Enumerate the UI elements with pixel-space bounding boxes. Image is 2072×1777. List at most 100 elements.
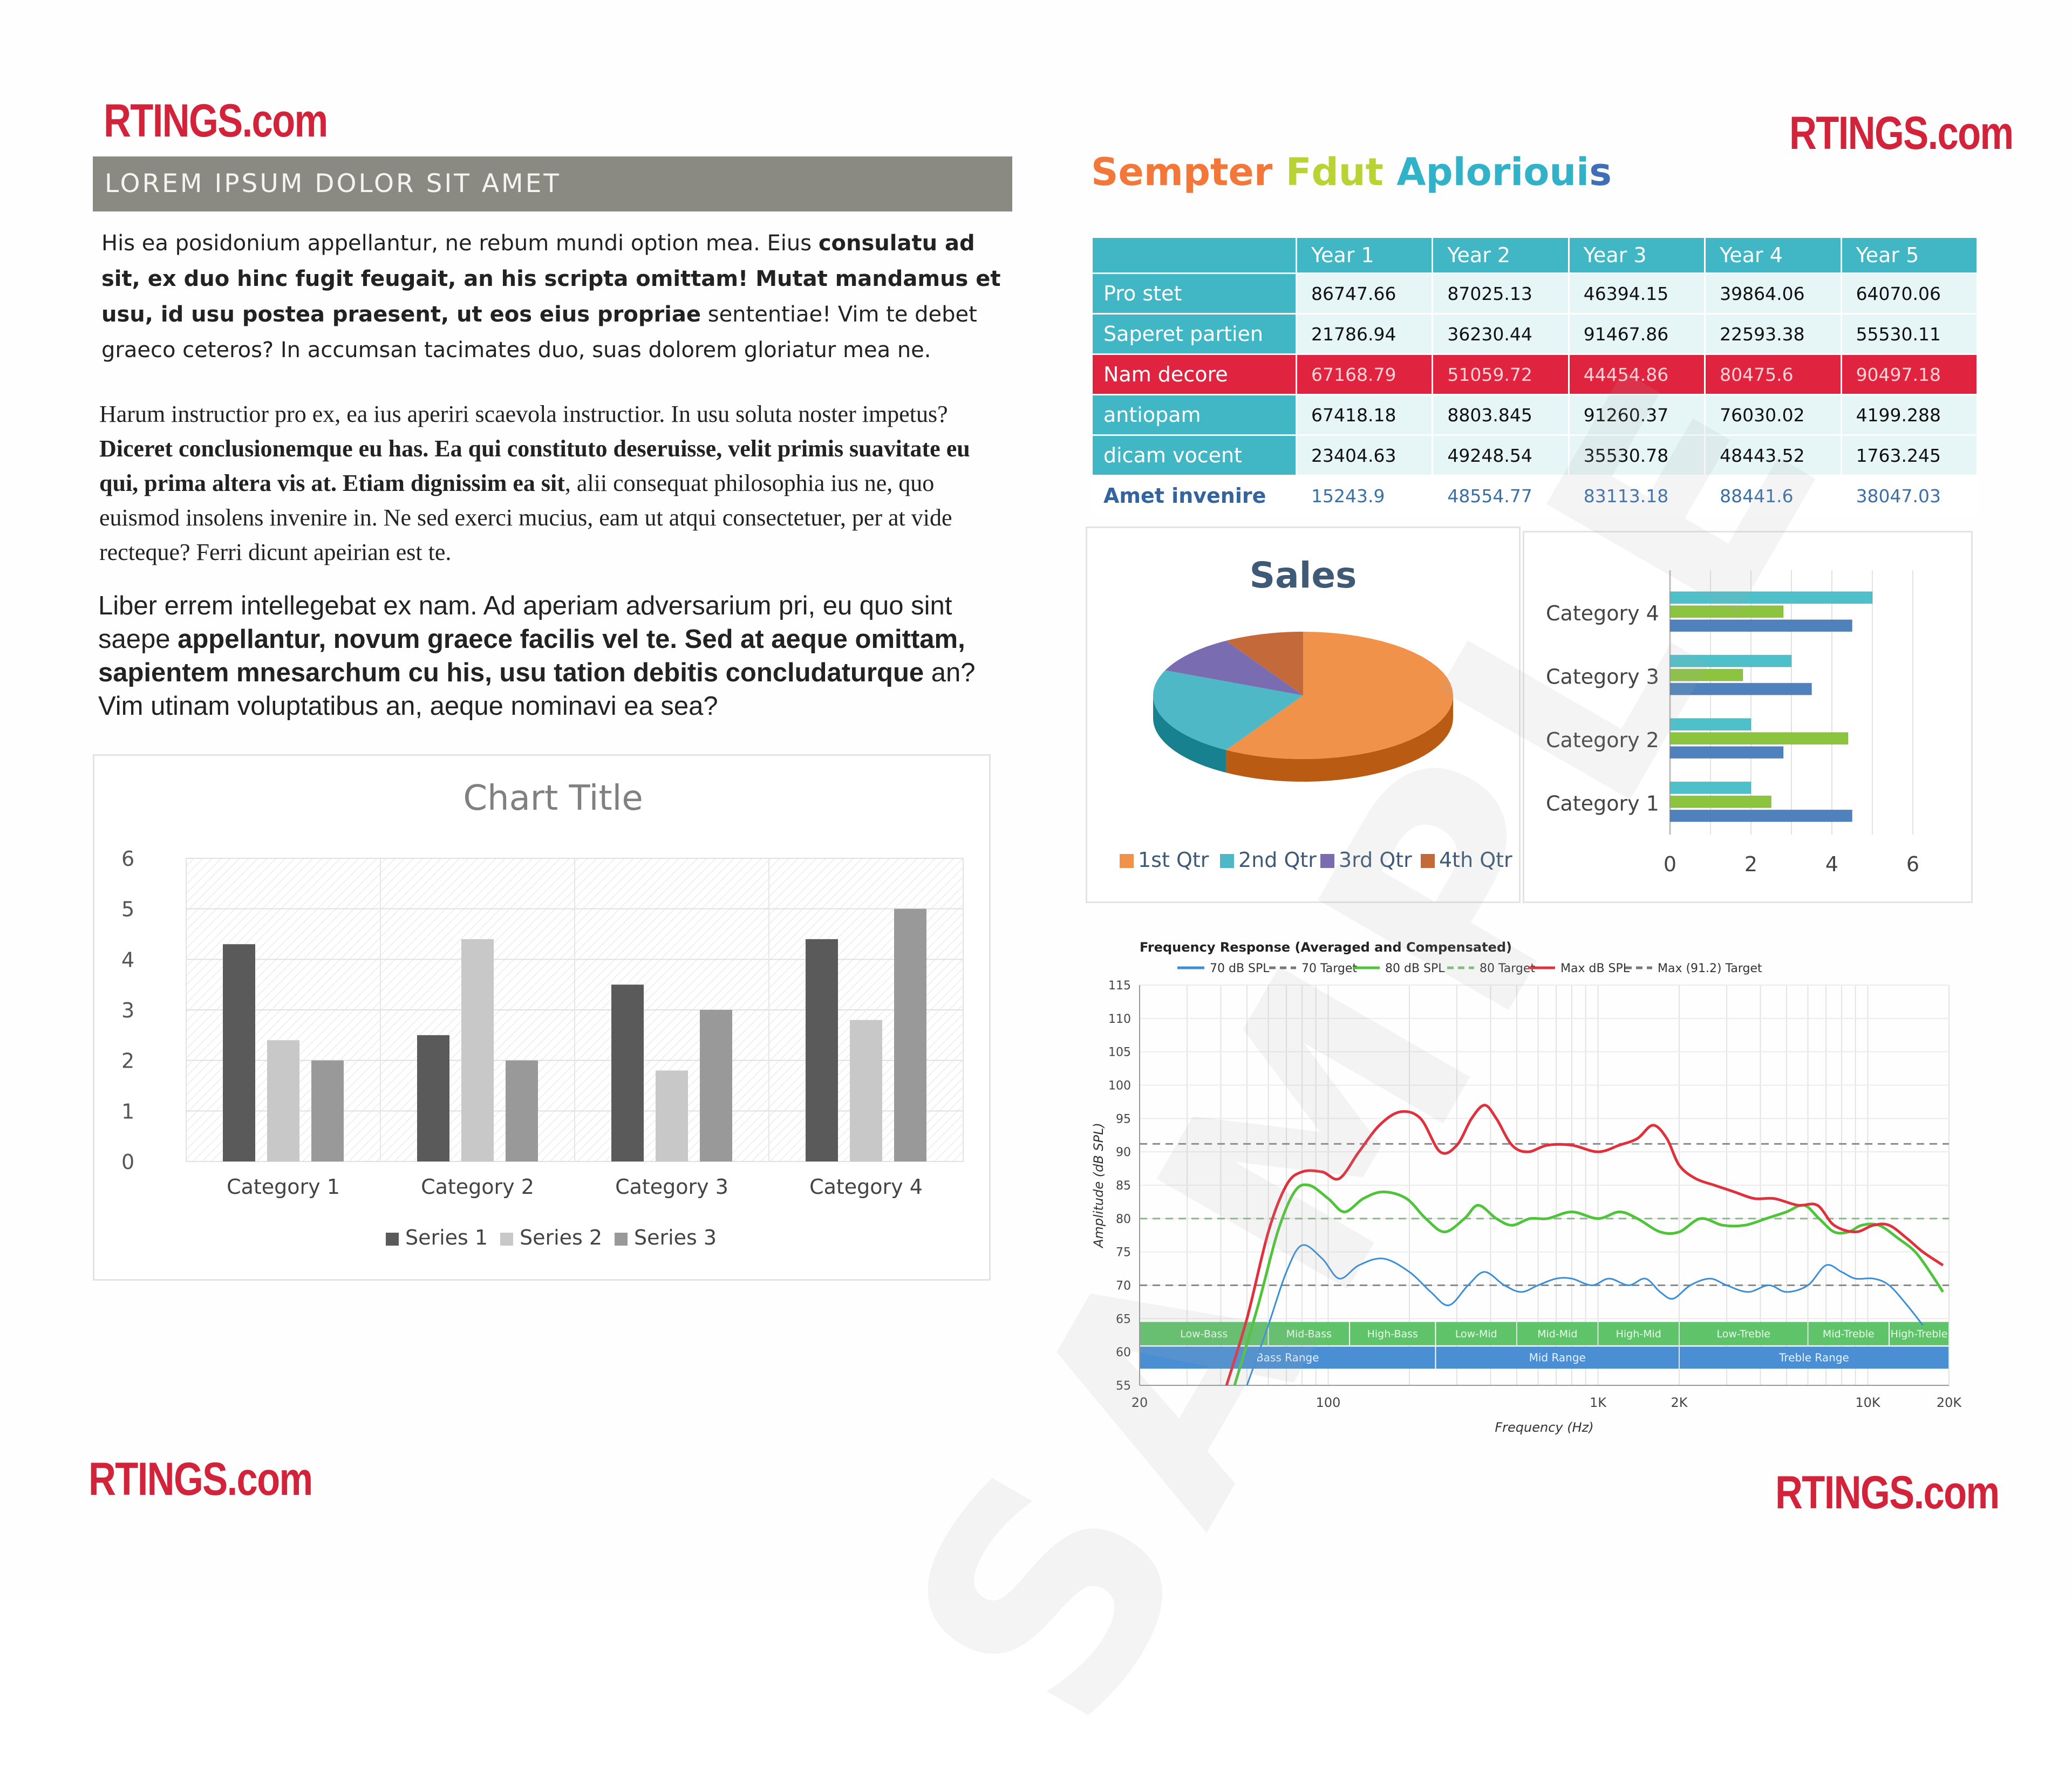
band-label: Low-Mid xyxy=(1455,1328,1497,1340)
bar xyxy=(894,908,926,1161)
heading-word: s xyxy=(1589,150,1612,194)
text-run: an? Vim utinam voluptatibus an, aeque no… xyxy=(98,658,976,721)
bar xyxy=(1669,781,1751,794)
table-cell: 49248.54 xyxy=(1432,434,1570,476)
bar xyxy=(267,1040,299,1161)
band-segment xyxy=(1890,1322,1948,1345)
band-segment xyxy=(1436,1322,1516,1345)
pie-chart: Sales 1st Qtr 2nd Qtr 3rd Qtr 4th Qtr xyxy=(1120,555,1512,872)
text-run: His ea posidonium appellantur, ne rebum … xyxy=(101,231,819,256)
y-tick-label: 2 xyxy=(121,1049,134,1073)
frequency-chart-box: Frequency Response (Averaged and Compens… xyxy=(1086,931,1965,1448)
column-chart-box: Chart Title 0 1 2 3 4 5 6 Category 1 Category 2 Ca… xyxy=(93,754,991,1281)
y-tick-label: 1 xyxy=(121,1099,134,1123)
bar xyxy=(1669,654,1792,667)
table-cell: 48554.77 xyxy=(1432,475,1570,517)
y-tick-label: 4 xyxy=(121,948,134,972)
column-header: Year 5 xyxy=(1840,236,1979,274)
x-tick-label: 0 xyxy=(1664,852,1676,876)
x-tick-label: Category 3 xyxy=(615,1175,728,1199)
table-cell: 76030.02 xyxy=(1704,394,1842,436)
legend-label: Max (91.2) Target xyxy=(1658,962,1762,975)
bar xyxy=(311,1060,344,1161)
row-label: antiopam xyxy=(1091,394,1297,436)
bar xyxy=(850,1020,882,1161)
pie-slice-side xyxy=(1226,695,1453,782)
x-tick-label: 2K xyxy=(1671,1395,1688,1410)
x-tick-label: 10K xyxy=(1855,1395,1881,1410)
x-tick-label: 6 xyxy=(1906,852,1919,876)
legend-label: Series 1 xyxy=(405,1226,488,1249)
legend-label: 80 dB SPL xyxy=(1385,962,1445,975)
band-segment xyxy=(1680,1322,1808,1345)
band-label: Mid-Mid xyxy=(1537,1328,1577,1340)
y-tick-label: 100 xyxy=(1108,1079,1131,1093)
table-row-highlighted: Nam decore 67168.79 51059.72 44454.86 80… xyxy=(1091,353,1979,395)
legend-label: 80 Target xyxy=(1480,962,1535,975)
series-line xyxy=(1225,1104,1944,1386)
bar xyxy=(461,939,494,1161)
y-axis-label: Amplitude (dB SPL) xyxy=(1091,1123,1106,1249)
bar xyxy=(506,1060,538,1161)
table-cell: 88441.6 xyxy=(1704,475,1842,517)
row-label: Nam decore xyxy=(1091,353,1297,395)
y-tick-label: 95 xyxy=(1116,1112,1131,1126)
row-label: Saperet partien xyxy=(1091,313,1297,355)
table-cell: 51059.72 xyxy=(1432,353,1570,395)
band-label: Low-Treble xyxy=(1717,1328,1770,1340)
data-table: Year 1 Year 2 Year 3 Year 4 Year 5 Pro s… xyxy=(1091,236,1979,517)
legend-swatch xyxy=(386,1233,399,1246)
band-segment xyxy=(1598,1322,1679,1345)
legend-swatch xyxy=(500,1233,513,1246)
x-tick-label: Category 1 xyxy=(227,1175,340,1199)
hbar-chart-box: 0 2 4 6 Category 4 Category 3 Category 2 Catego… xyxy=(1523,531,1973,903)
y-tick-label: 80 xyxy=(1116,1213,1131,1226)
bar xyxy=(611,985,644,1161)
table-cell: 64070.06 xyxy=(1840,272,1979,315)
y-tick-label: 65 xyxy=(1116,1313,1131,1326)
band-label: High-Bass xyxy=(1367,1328,1418,1340)
table-cell: 4199.288 xyxy=(1840,394,1979,436)
bar xyxy=(1669,619,1852,632)
table-cell: 80475.6 xyxy=(1704,353,1842,395)
band-segment xyxy=(1269,1322,1349,1345)
x-tick-label: Category 2 xyxy=(421,1175,534,1199)
column-chart: Chart Title 0 1 2 3 4 5 6 Category 1 Category 2 Ca… xyxy=(121,778,964,1249)
text-run: Liber errem intellegebat ex nam. Ad aper… xyxy=(98,591,952,654)
table-row: Pro stet 86747.66 87025.13 46394.15 3986… xyxy=(1091,272,1979,315)
pie-title: Sales xyxy=(1250,555,1357,596)
rtings-logo-top-right: RTINGS.com xyxy=(1789,107,2014,159)
table-cell: 23404.63 xyxy=(1295,434,1434,476)
table-cell: 67418.18 xyxy=(1295,394,1434,436)
x-tick-label: 4 xyxy=(1825,852,1838,876)
y-tick-label: Category 2 xyxy=(1546,728,1659,752)
band-label: Mid-Bass xyxy=(1286,1328,1332,1340)
y-tick-label: 105 xyxy=(1108,1046,1131,1060)
table-cell: 15243.9 xyxy=(1295,475,1434,517)
table-cell: 39864.06 xyxy=(1704,272,1842,315)
table-header-row: Year 1 Year 2 Year 3 Year 4 Year 5 xyxy=(1091,236,1979,274)
band-label: Treble Range xyxy=(1778,1351,1849,1364)
bar xyxy=(417,1035,449,1161)
band-label: Low-Bass xyxy=(1180,1328,1228,1340)
y-tick-label: 55 xyxy=(1116,1379,1131,1393)
table-row-total: Amet invenire 15243.9 48554.77 83113.18 … xyxy=(1091,475,1979,517)
table-row: dicam vocent 23404.63 49248.54 35530.78 … xyxy=(1091,434,1979,476)
band-label: Bass Range xyxy=(1256,1351,1319,1364)
pie-chart-box: Sales 1st Qtr 2nd Qtr 3rd Qtr 4th Qtr xyxy=(1086,527,1521,903)
column-header: Year 3 xyxy=(1567,236,1706,274)
y-tick-label: 85 xyxy=(1116,1179,1131,1193)
text-run: appellantur, novum graece facilis vel te… xyxy=(98,625,965,687)
legend-label: Max dB SPL xyxy=(1560,962,1630,975)
table-corner xyxy=(1091,236,1297,274)
table-cell: 83113.18 xyxy=(1567,475,1706,517)
band-segment xyxy=(1808,1322,1889,1345)
legend-label: 3rd Qtr xyxy=(1339,848,1412,872)
table-row: Saperet partien 21786.94 36230.44 91467.… xyxy=(1091,313,1979,355)
band-segment xyxy=(1517,1322,1598,1345)
band-label: High-Treble xyxy=(1891,1328,1948,1340)
legend-label: 70 dB SPL xyxy=(1210,962,1270,975)
table-cell: 86747.66 xyxy=(1295,272,1434,315)
x-tick-label: Category 4 xyxy=(809,1175,923,1199)
chart-title: Chart Title xyxy=(463,778,643,818)
